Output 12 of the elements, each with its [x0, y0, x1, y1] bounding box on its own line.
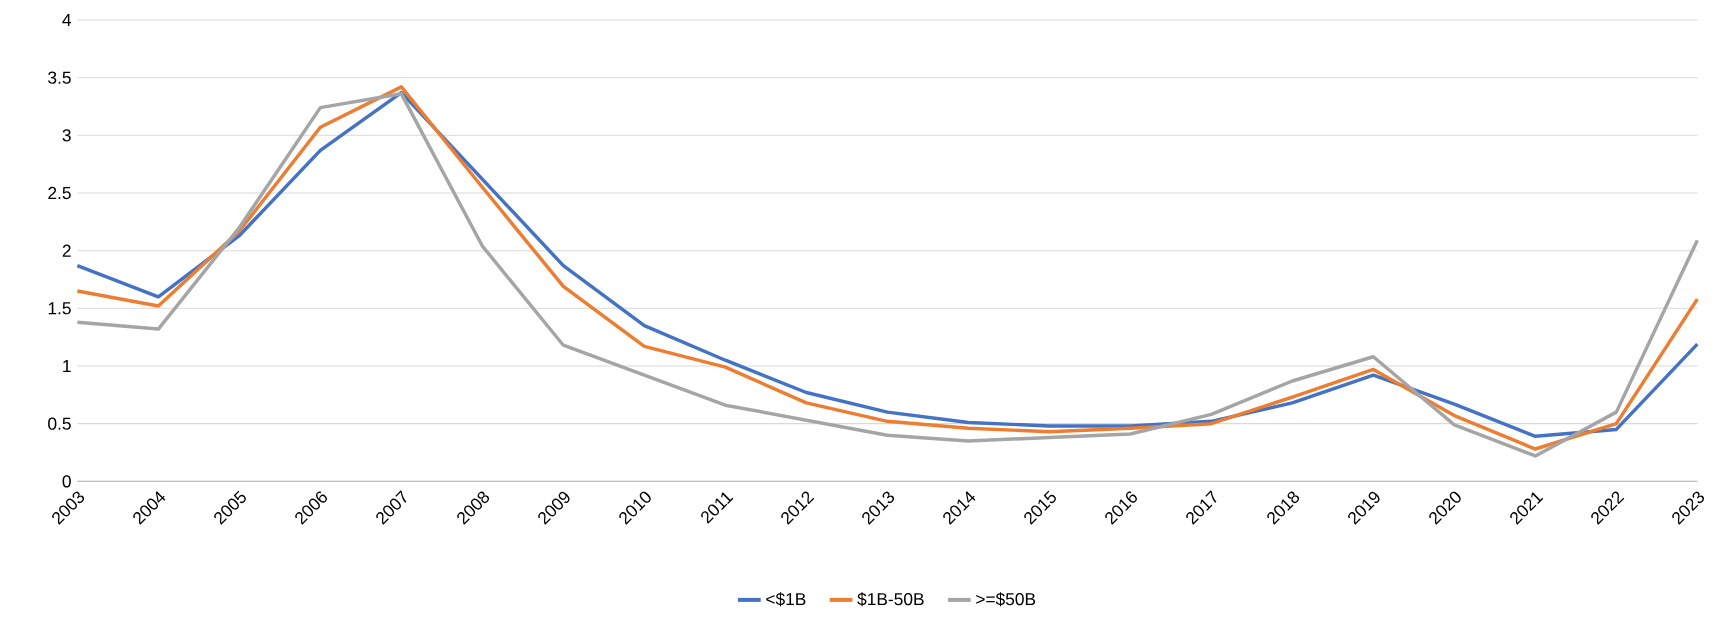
y-tick-label: 1	[63, 360, 71, 372]
y-tick-label: 3	[62, 129, 71, 142]
y-tick-label: 0.5	[48, 417, 71, 430]
y-tick-label: 3.5	[48, 71, 71, 84]
y-tick-label: 0	[62, 475, 71, 488]
y-tick-label: 1.5	[48, 302, 71, 315]
legend-label: $1B-50B	[857, 592, 924, 607]
y-tick-label: 4	[62, 14, 72, 26]
y-tick-label: 2.5	[48, 186, 71, 200]
legend-label: >=$50B	[976, 592, 1036, 607]
y-tick-label: 2	[62, 244, 71, 257]
legend-label: <$1B	[766, 592, 806, 607]
